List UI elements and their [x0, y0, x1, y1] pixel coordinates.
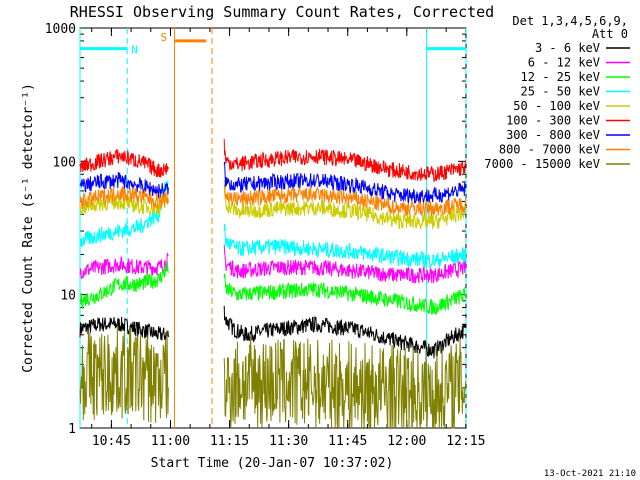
legend-label: 300 - 800 keV: [506, 128, 600, 142]
timestamp: 13-Oct-2021 21:10: [544, 469, 636, 479]
series-line: [79, 180, 467, 270]
x-tick-label: 11:00: [151, 434, 190, 449]
legend-header: Att 0: [592, 27, 628, 41]
series-line: [79, 244, 467, 284]
x-tick-label: 11:45: [328, 434, 367, 449]
legend-label: 6 - 12 keV: [528, 56, 600, 70]
x-tick-label: 12:15: [446, 434, 485, 449]
y-axis-label: Corrected Count Rate (s⁻¹ detector⁻¹): [21, 83, 36, 373]
annotations: NS: [80, 31, 466, 57]
x-tick-label: 10:45: [92, 434, 131, 449]
x-tick-label: 11:30: [269, 434, 308, 449]
series-line: [79, 326, 467, 429]
legend-label: 100 - 300 keV: [506, 114, 600, 128]
state-label: N: [131, 44, 138, 57]
legend-header: Det 1,3,4,5,6,9,: [512, 14, 628, 28]
legend-label: 7000 - 15000 keV: [484, 157, 600, 171]
legend-label: 3 - 6 keV: [535, 41, 600, 55]
legend-label: 25 - 50 keV: [521, 85, 600, 99]
y-tick-label: 10: [60, 289, 76, 304]
x-tick-label: 11:15: [210, 434, 249, 449]
chart-title: RHESSI Observing Summary Count Rates, Co…: [70, 3, 494, 21]
legend-label: 800 - 7000 keV: [499, 143, 600, 157]
series-line: [79, 138, 467, 182]
x-tick-label: 12:00: [387, 434, 426, 449]
legend-label: 50 - 100 keV: [513, 99, 600, 113]
x-axis: 10:45 11:00 11:15 11:30 11:45 12:00 12:15: [91, 28, 485, 449]
series-line: [79, 161, 467, 204]
series-line: [79, 183, 467, 217]
legend-label: 12 - 25 keV: [521, 70, 600, 84]
series-group: [79, 138, 467, 429]
y-tick-label: 100: [53, 155, 76, 170]
y-tick-label: 1000: [45, 22, 76, 37]
series-line: [79, 305, 467, 359]
x-axis-label: Start Time (20-Jan-07 10:37:02): [151, 456, 394, 471]
series-line: [79, 261, 467, 316]
state-label: S: [161, 31, 168, 44]
y-tick-label: 1: [68, 422, 76, 437]
